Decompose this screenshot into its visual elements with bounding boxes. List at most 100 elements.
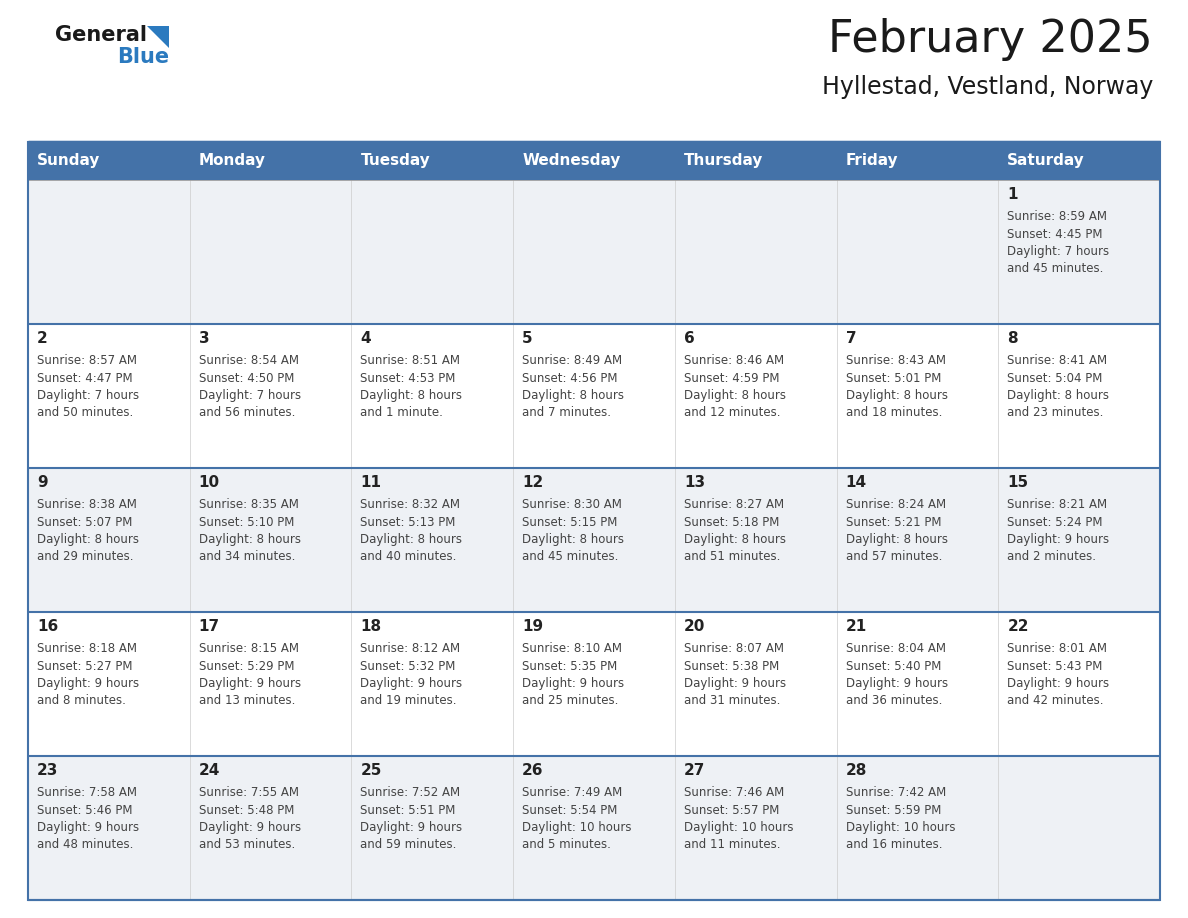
Text: 8: 8 [1007,331,1018,346]
Text: Sunrise: 7:42 AM: Sunrise: 7:42 AM [846,786,946,799]
Text: Sunrise: 7:49 AM: Sunrise: 7:49 AM [523,786,623,799]
Text: Sunrise: 8:30 AM: Sunrise: 8:30 AM [523,498,623,511]
Text: and 57 minutes.: and 57 minutes. [846,551,942,564]
Text: Blue: Blue [116,47,169,67]
Text: Daylight: 9 hours: Daylight: 9 hours [37,821,139,834]
Text: and 42 minutes.: and 42 minutes. [1007,695,1104,708]
Text: and 18 minutes.: and 18 minutes. [846,407,942,420]
Text: Sunset: 5:59 PM: Sunset: 5:59 PM [846,803,941,816]
Text: and 8 minutes.: and 8 minutes. [37,695,126,708]
Bar [29,612,1159,756]
Text: 27: 27 [684,763,706,778]
Text: and 7 minutes.: and 7 minutes. [523,407,611,420]
Text: Sunset: 5:29 PM: Sunset: 5:29 PM [198,659,295,673]
Text: and 51 minutes.: and 51 minutes. [684,551,781,564]
Text: Tuesday: Tuesday [360,153,430,169]
Text: General: General [55,25,147,45]
Text: Wednesday: Wednesday [523,153,620,169]
Text: Sunrise: 8:21 AM: Sunrise: 8:21 AM [1007,498,1107,511]
Text: and 36 minutes.: and 36 minutes. [846,695,942,708]
Text: Daylight: 7 hours: Daylight: 7 hours [1007,245,1110,258]
Text: Sunset: 5:15 PM: Sunset: 5:15 PM [523,516,618,529]
Text: 16: 16 [37,619,58,634]
Text: Sunset: 4:53 PM: Sunset: 4:53 PM [360,372,456,385]
Text: Sunrise: 8:49 AM: Sunrise: 8:49 AM [523,354,623,367]
Text: Sunset: 5:18 PM: Sunset: 5:18 PM [684,516,779,529]
Text: and 53 minutes.: and 53 minutes. [198,838,295,852]
Text: Daylight: 10 hours: Daylight: 10 hours [523,821,632,834]
Text: Daylight: 9 hours: Daylight: 9 hours [198,677,301,690]
Text: Sunset: 4:59 PM: Sunset: 4:59 PM [684,372,779,385]
Text: Sunset: 4:45 PM: Sunset: 4:45 PM [1007,228,1102,241]
Text: Daylight: 10 hours: Daylight: 10 hours [846,821,955,834]
Text: Sunrise: 8:57 AM: Sunrise: 8:57 AM [37,354,137,367]
Text: 25: 25 [360,763,381,778]
Text: Sunrise: 8:01 AM: Sunrise: 8:01 AM [1007,642,1107,655]
Text: 12: 12 [523,475,543,490]
Text: Daylight: 8 hours: Daylight: 8 hours [360,533,462,546]
Text: Sunrise: 8:54 AM: Sunrise: 8:54 AM [198,354,298,367]
Text: Sunset: 5:54 PM: Sunset: 5:54 PM [523,803,618,816]
Text: Sunset: 5:07 PM: Sunset: 5:07 PM [37,516,132,529]
Text: Daylight: 8 hours: Daylight: 8 hours [1007,389,1110,402]
Text: Daylight: 10 hours: Daylight: 10 hours [684,821,794,834]
Text: Sunrise: 8:51 AM: Sunrise: 8:51 AM [360,354,461,367]
Bar [29,180,1159,324]
Text: Sunset: 5:57 PM: Sunset: 5:57 PM [684,803,779,816]
Text: Sunrise: 8:41 AM: Sunrise: 8:41 AM [1007,354,1107,367]
Bar [836,142,998,180]
Text: Sunset: 4:47 PM: Sunset: 4:47 PM [37,372,133,385]
Text: 11: 11 [360,475,381,490]
Text: Daylight: 9 hours: Daylight: 9 hours [198,821,301,834]
Text: Daylight: 9 hours: Daylight: 9 hours [1007,677,1110,690]
Text: and 45 minutes.: and 45 minutes. [1007,263,1104,275]
Text: Sunset: 5:32 PM: Sunset: 5:32 PM [360,659,456,673]
Text: 21: 21 [846,619,867,634]
Text: Sunset: 5:48 PM: Sunset: 5:48 PM [198,803,295,816]
Text: and 31 minutes.: and 31 minutes. [684,695,781,708]
Text: and 5 minutes.: and 5 minutes. [523,838,611,852]
Text: Sunrise: 8:38 AM: Sunrise: 8:38 AM [37,498,137,511]
Text: Sunset: 5:27 PM: Sunset: 5:27 PM [37,659,133,673]
Text: and 48 minutes.: and 48 minutes. [37,838,133,852]
Text: Sunrise: 7:52 AM: Sunrise: 7:52 AM [360,786,461,799]
Text: 5: 5 [523,331,532,346]
Text: Sunset: 5:13 PM: Sunset: 5:13 PM [360,516,456,529]
Text: 7: 7 [846,331,857,346]
Text: Sunrise: 8:43 AM: Sunrise: 8:43 AM [846,354,946,367]
Text: Daylight: 9 hours: Daylight: 9 hours [684,677,786,690]
Text: Sunset: 4:50 PM: Sunset: 4:50 PM [198,372,295,385]
Text: Sunrise: 8:32 AM: Sunrise: 8:32 AM [360,498,461,511]
Bar [29,324,1159,468]
Text: Daylight: 8 hours: Daylight: 8 hours [684,389,785,402]
Bar [513,142,675,180]
Text: Daylight: 9 hours: Daylight: 9 hours [360,821,462,834]
Text: Sunrise: 7:46 AM: Sunrise: 7:46 AM [684,786,784,799]
Text: Daylight: 9 hours: Daylight: 9 hours [37,677,139,690]
Bar [29,468,1159,612]
Text: 19: 19 [523,619,543,634]
Text: 17: 17 [198,619,220,634]
Text: Sunset: 5:46 PM: Sunset: 5:46 PM [37,803,133,816]
Text: Daylight: 8 hours: Daylight: 8 hours [523,389,624,402]
Text: Sunday: Sunday [37,153,100,169]
Text: and 25 minutes.: and 25 minutes. [523,695,619,708]
Text: and 11 minutes.: and 11 minutes. [684,838,781,852]
Text: Sunset: 5:43 PM: Sunset: 5:43 PM [1007,659,1102,673]
Text: Daylight: 8 hours: Daylight: 8 hours [846,533,948,546]
Text: Sunrise: 7:55 AM: Sunrise: 7:55 AM [198,786,298,799]
Bar [190,142,352,180]
Text: and 1 minute.: and 1 minute. [360,407,443,420]
Text: Friday: Friday [846,153,898,169]
Bar [29,756,1159,900]
Text: 10: 10 [198,475,220,490]
Text: Daylight: 9 hours: Daylight: 9 hours [1007,533,1110,546]
Text: 4: 4 [360,331,371,346]
Text: 20: 20 [684,619,706,634]
Text: and 2 minutes.: and 2 minutes. [1007,551,1097,564]
Text: 3: 3 [198,331,209,346]
Text: Daylight: 8 hours: Daylight: 8 hours [360,389,462,402]
Text: Sunset: 5:40 PM: Sunset: 5:40 PM [846,659,941,673]
Text: Sunrise: 7:58 AM: Sunrise: 7:58 AM [37,786,137,799]
Text: Sunset: 5:04 PM: Sunset: 5:04 PM [1007,372,1102,385]
